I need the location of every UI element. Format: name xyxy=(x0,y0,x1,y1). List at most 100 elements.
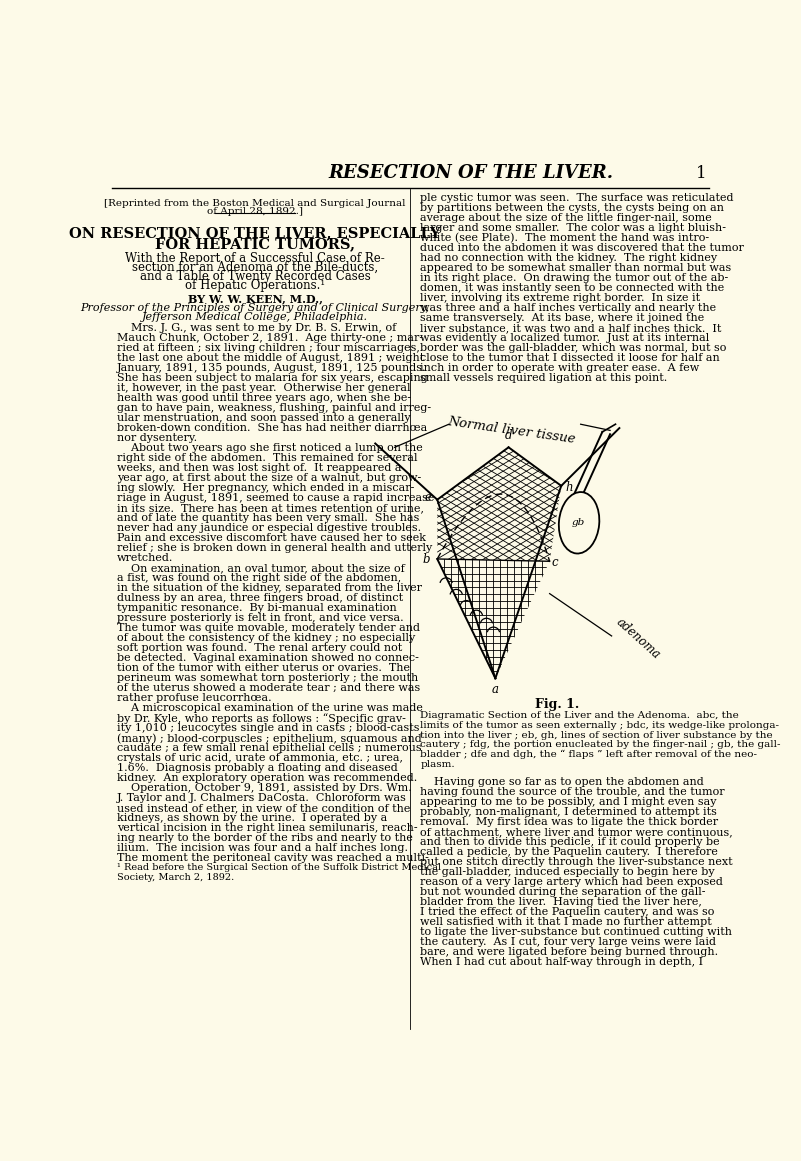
Text: liver substance, it was two and a half inches thick.  It: liver substance, it was two and a half i… xyxy=(421,324,722,333)
Text: ilium.  The incision was four and a half inches long.: ilium. The incision was four and a half … xyxy=(117,843,409,853)
Text: Professor of the Principles of Surgery and of Clinical Surgery,: Professor of the Principles of Surgery a… xyxy=(81,303,429,312)
Text: same transversely.  At its base, where it joined the: same transversely. At its base, where it… xyxy=(421,313,704,324)
Text: relief ; she is broken down in general health and utterly: relief ; she is broken down in general h… xyxy=(117,543,433,553)
Text: in its right place.  On drawing the tumor out of the ab-: in its right place. On drawing the tumor… xyxy=(421,273,728,283)
Text: Diagramatic Section of the Liver and the Adenoma.  abc, the: Diagramatic Section of the Liver and the… xyxy=(421,712,739,721)
Text: Normal liver tissue: Normal liver tissue xyxy=(446,414,576,446)
Text: The moment the peritoneal cavity was reached a multi-: The moment the peritoneal cavity was rea… xyxy=(117,853,429,863)
Text: ular menstruation, and soon passed into a generally: ular menstruation, and soon passed into … xyxy=(117,412,411,423)
Text: FOR HEPATIC TUMORS,: FOR HEPATIC TUMORS, xyxy=(155,237,355,251)
Text: pressure posteriorly is felt in front, and vice versa.: pressure posteriorly is felt in front, a… xyxy=(117,613,404,622)
Text: tion of the tumor with either uterus or ovaries.  The: tion of the tumor with either uterus or … xyxy=(117,663,410,673)
Text: had no connection with the kidney.  The right kidney: had no connection with the kidney. The r… xyxy=(421,253,718,264)
Text: Fig. 1.: Fig. 1. xyxy=(535,698,579,711)
Text: the cautery.  As I cut, four very large veins were laid: the cautery. As I cut, four very large v… xyxy=(421,937,716,947)
Polygon shape xyxy=(437,558,549,678)
Text: of April 28, 1892.]: of April 28, 1892.] xyxy=(207,207,303,216)
Text: Society, March 2, 1892.: Society, March 2, 1892. xyxy=(117,873,235,882)
Text: wretched.: wretched. xyxy=(117,553,174,563)
Text: close to the tumor that I dissected it loose for half an: close to the tumor that I dissected it l… xyxy=(421,353,720,363)
Text: kidneys, as shown by the urine.  I operated by a: kidneys, as shown by the urine. I operat… xyxy=(117,813,388,823)
Text: was evidently a localized tumor.  Just at its internal: was evidently a localized tumor. Just at… xyxy=(421,333,710,344)
Text: Pain and excessive discomfort have caused her to seek: Pain and excessive discomfort have cause… xyxy=(117,533,426,543)
Text: gb: gb xyxy=(572,518,585,526)
Text: right side of the abdomen.  This remained for several: right side of the abdomen. This remained… xyxy=(117,453,417,463)
Text: duced into the abdomen it was discovered that the tumor: duced into the abdomen it was discovered… xyxy=(421,244,744,253)
Text: limits of the tumor as seen externally ; bdc, its wedge-like prolonga-: limits of the tumor as seen externally ;… xyxy=(421,721,779,730)
Text: in its size.  There has been at times retention of urine,: in its size. There has been at times ret… xyxy=(117,503,425,513)
Text: ON RESECTION OF THE LIVER, ESPECIALLY: ON RESECTION OF THE LIVER, ESPECIALLY xyxy=(70,226,441,240)
Text: January, 1891, 135 pounds, August, 1891, 125 pounds.: January, 1891, 135 pounds, August, 1891,… xyxy=(117,362,427,373)
Text: h: h xyxy=(566,481,573,493)
Text: e: e xyxy=(425,491,432,504)
Text: When I had cut about half-way through in depth, I: When I had cut about half-way through in… xyxy=(421,957,703,967)
Text: to ligate the liver-substance but continued cutting with: to ligate the liver-substance but contin… xyxy=(421,926,732,937)
Text: and a Table of Twenty Recorded Cases: and a Table of Twenty Recorded Cases xyxy=(139,271,371,283)
Ellipse shape xyxy=(559,492,599,554)
Text: inch in order to operate with greater ease.  A few: inch in order to operate with greater ea… xyxy=(421,363,699,374)
Text: c: c xyxy=(552,556,558,569)
Text: cautery ; fdg, the portion enucleated by the finger-nail ; gb, the gall-: cautery ; fdg, the portion enucleated by… xyxy=(421,741,781,749)
Text: kidney.  An exploratory operation was recommended.: kidney. An exploratory operation was rec… xyxy=(117,773,417,783)
Text: [Reprinted from the Boston Medical and Surgical Journal: [Reprinted from the Boston Medical and S… xyxy=(104,199,406,208)
Text: Operation, October 9, 1891, assisted by Drs. Wm.: Operation, October 9, 1891, assisted by … xyxy=(117,783,412,793)
Text: of Hepatic Operations.¹: of Hepatic Operations.¹ xyxy=(185,280,325,293)
Text: riage in August, 1891, seemed to cause a rapid increase: riage in August, 1891, seemed to cause a… xyxy=(117,492,435,503)
Text: removal.  My first idea was to ligate the thick border: removal. My first idea was to ligate the… xyxy=(421,817,718,827)
Text: vertical incision in the right linea semilunaris, reach-: vertical incision in the right linea sem… xyxy=(117,823,418,834)
Text: BY W. W. KEEN, M.D.,: BY W. W. KEEN, M.D., xyxy=(187,294,323,304)
Text: domen, it was instantly seen to be connected with the: domen, it was instantly seen to be conne… xyxy=(421,283,724,294)
Text: ple cystic tumor was seen.  The surface was reticulated: ple cystic tumor was seen. The surface w… xyxy=(421,193,734,203)
Text: by partitions between the cysts, the cysts being on an: by partitions between the cysts, the cys… xyxy=(421,203,724,214)
Text: year ago, at first about the size of a walnut, but grow-: year ago, at first about the size of a w… xyxy=(117,473,421,483)
Text: never had any jaundice or especial digestive troubles.: never had any jaundice or especial diges… xyxy=(117,522,421,533)
Text: tympanitic resonance.  By bi-manual examination: tympanitic resonance. By bi-manual exami… xyxy=(117,603,397,613)
Text: J. Taylor and J. Chalmers DaCosta.  Chloroform was: J. Taylor and J. Chalmers DaCosta. Chlor… xyxy=(117,793,407,803)
Text: Mauch Chunk, October 2, 1891.  Age thirty-one ; mar-: Mauch Chunk, October 2, 1891. Age thirty… xyxy=(117,332,423,342)
Text: of the uterus showed a moderate tear ; and there was: of the uterus showed a moderate tear ; a… xyxy=(117,683,421,693)
Polygon shape xyxy=(437,447,562,561)
Text: ity 1,010 ; leucocytes single and in casts ; blood-casts: ity 1,010 ; leucocytes single and in cas… xyxy=(117,723,420,733)
Text: tion into the liver ; eb, gh, lines of section of liver substance by the: tion into the liver ; eb, gh, lines of s… xyxy=(421,730,773,740)
Text: ¹ Read before the Surgical Section of the Suffolk District Medical: ¹ Read before the Surgical Section of th… xyxy=(117,863,441,872)
Text: well satisfied with it that I made no further attempt: well satisfied with it that I made no fu… xyxy=(421,917,712,926)
Text: Jefferson Medical College, Philadelphia.: Jefferson Medical College, Philadelphia. xyxy=(142,312,368,322)
Text: the gall-bladder, induced especially to begin here by: the gall-bladder, induced especially to … xyxy=(421,867,714,877)
Text: probably, non-malignant, I determined to attempt its: probably, non-malignant, I determined to… xyxy=(421,807,717,817)
Text: put one stitch directly through the liver-substance next: put one stitch directly through the live… xyxy=(421,857,733,867)
Text: average about the size of the little finger-nail, some: average about the size of the little fin… xyxy=(421,214,712,223)
Text: She has been subject to malaria for six years, escaping: She has been subject to malaria for six … xyxy=(117,373,428,383)
Text: plasm.: plasm. xyxy=(421,759,455,769)
Text: 1: 1 xyxy=(696,165,707,182)
Text: of attachment, where liver and tumor were continuous,: of attachment, where liver and tumor wer… xyxy=(421,827,733,837)
Text: the last one about the middle of August, 1891 ; weight: the last one about the middle of August,… xyxy=(117,353,425,362)
Text: Mrs. J. G., was sent to me by Dr. B. S. Erwin, of: Mrs. J. G., was sent to me by Dr. B. S. … xyxy=(117,323,396,332)
Text: adenoma: adenoma xyxy=(614,615,662,662)
Text: of about the consistency of the kidney ; no especially: of about the consistency of the kidney ;… xyxy=(117,633,416,643)
Text: section for an Adenoma of the Bile-ducts,: section for an Adenoma of the Bile-ducts… xyxy=(132,261,378,274)
Text: perineum was somewhat torn posteriorly ; the mouth: perineum was somewhat torn posteriorly ;… xyxy=(117,673,418,683)
Text: I tried the effect of the Paquelin cautery, and was so: I tried the effect of the Paquelin caute… xyxy=(421,907,714,917)
Text: A microscopical examination of the urine was made: A microscopical examination of the urine… xyxy=(117,702,423,713)
Text: having found the source of the trouble, and the tumor: having found the source of the trouble, … xyxy=(421,787,725,796)
Text: b: b xyxy=(423,554,430,567)
Text: The tumor was quite movable, moderately tender and: The tumor was quite movable, moderately … xyxy=(117,623,421,633)
Text: by Dr. Kyle, who reports as follows : “Specific grav-: by Dr. Kyle, who reports as follows : “S… xyxy=(117,713,406,723)
Text: About two years ago she first noticed a lump on the: About two years ago she first noticed a … xyxy=(117,442,423,453)
Text: soft portion was found.  The renal artery could not: soft portion was found. The renal artery… xyxy=(117,643,402,652)
Text: (many) ; blood-corpuscles ; epithelium, squamous and: (many) ; blood-corpuscles ; epithelium, … xyxy=(117,733,422,743)
Text: a fist, was found on the right side of the abdomen,: a fist, was found on the right side of t… xyxy=(117,572,401,583)
Text: broken-down condition.  She has had neither diarrhœa: broken-down condition. She has had neith… xyxy=(117,423,428,433)
Text: border was the gall-bladder, which was normal, but so: border was the gall-bladder, which was n… xyxy=(421,344,727,353)
Text: liver, involving its extreme right border.  In size it: liver, involving its extreme right borde… xyxy=(421,294,700,303)
Text: in the situation of the kidney, separated from the liver: in the situation of the kidney, separate… xyxy=(117,583,422,593)
Text: and then to divide this pedicle, if it could properly be: and then to divide this pedicle, if it c… xyxy=(421,837,720,846)
Text: ing slowly.  Her pregnancy, which ended in a miscar-: ing slowly. Her pregnancy, which ended i… xyxy=(117,483,415,492)
Text: crystals of uric acid, urate of ammonia, etc. ; urea,: crystals of uric acid, urate of ammonia,… xyxy=(117,753,403,763)
Text: but not wounded during the separation of the gall-: but not wounded during the separation of… xyxy=(421,887,706,897)
Text: nor dysentery.: nor dysentery. xyxy=(117,433,197,442)
Text: Having gone so far as to open the abdomen and: Having gone so far as to open the abdome… xyxy=(421,777,704,787)
Text: dulness by an area, three fingers broad, of distinct: dulness by an area, three fingers broad,… xyxy=(117,593,403,603)
Text: appearing to me to be possibly, and I might even say: appearing to me to be possibly, and I mi… xyxy=(421,796,717,807)
Text: bladder from the liver.  Having tied the liver here,: bladder from the liver. Having tied the … xyxy=(421,897,702,907)
